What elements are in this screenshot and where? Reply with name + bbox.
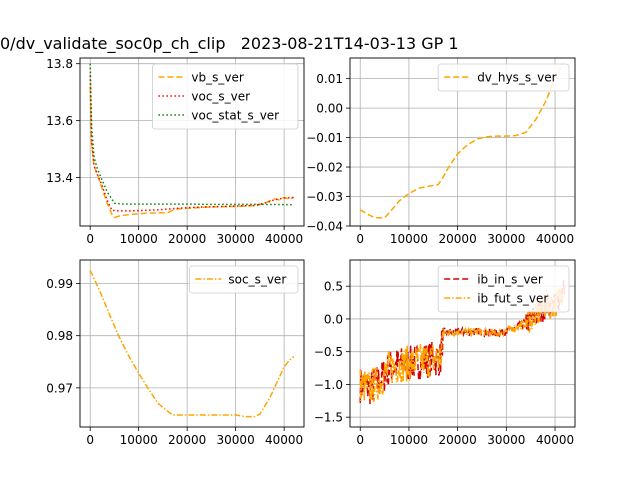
legend: dv_hys_s_ver: [437, 63, 570, 92]
series-line-ib_fut_s_ver: [359, 285, 566, 403]
y-tick-label: 0.00: [316, 102, 343, 116]
y-tick-label: −0.02: [306, 161, 343, 175]
legend-label: dv_hys_s_ver: [477, 71, 556, 85]
x-tick-label: 20000: [439, 232, 477, 246]
y-tick-label: 0.99: [46, 277, 73, 291]
plot-area: [359, 280, 566, 405]
axes-frame: [349, 57, 576, 227]
x-tick-label: 20000: [439, 433, 477, 447]
series-line-voc_stat_s_ver: [89, 63, 294, 206]
x-tick-label: 10000: [120, 433, 158, 447]
x-tick-label: 10000: [120, 232, 158, 246]
series-line-dv_hys_s_ver: [359, 63, 563, 219]
axes-frame: [79, 259, 305, 428]
legend-label: soc_s_ver: [228, 273, 286, 287]
x-tick-label: 40000: [265, 232, 303, 246]
series-line-soc_s_ver: [89, 270, 295, 418]
y-tick-label: −0.5: [314, 345, 343, 359]
legend-label: voc_stat_s_ver: [191, 109, 279, 123]
x-tick-label: 40000: [536, 232, 574, 246]
subplot-top-right: 0 10000 20000 30000 40000 −0.04 −0.03 −0.02 −0.0…: [306, 57, 576, 246]
legend: soc_s_ver: [188, 265, 299, 294]
axes-frame: [79, 57, 305, 227]
plot-area: [89, 270, 295, 418]
legend-box: [437, 265, 570, 313]
figure-title: 0/dv_validate_soc0p_ch_clip 2023-08-21T1…: [0, 34, 459, 53]
subplot-top-left: 0 10000 20000 30000 40000 13.4 13.6 13.8 vb_s_ve…: [46, 57, 305, 246]
y-tick-label: 0.98: [46, 329, 73, 343]
legend-label: voc_s_ver: [191, 90, 250, 104]
x-tick-label: 10000: [390, 232, 428, 246]
subplot-bottom-right: 0 10000 20000 30000 40000 −1.5 −1.0 −0.5 0.0 0.5 i…: [314, 259, 576, 447]
x-tick-label: 0: [356, 433, 364, 447]
x-tick-label: 0: [86, 232, 94, 246]
legend-box: [437, 63, 570, 92]
legend: ib_in_s_ver ib_fut_s_ver: [437, 265, 570, 313]
plot-area: [359, 63, 563, 219]
x-tick-label: 40000: [536, 433, 574, 447]
legend-box: [151, 63, 299, 130]
y-tick-label: 0.0: [324, 312, 343, 326]
x-tick-label: 20000: [168, 232, 206, 246]
plot-area: [89, 63, 295, 219]
y-tick-label: 0.5: [324, 280, 343, 294]
y-tick-label: −0.03: [306, 190, 343, 204]
x-tick-label: 30000: [217, 232, 255, 246]
y-tick-label: 13.8: [46, 57, 73, 71]
y-tick-label: 13.4: [46, 171, 73, 185]
legend: vb_s_ver voc_s_ver voc_stat_s_ver: [151, 63, 299, 130]
x-tick-label: 30000: [487, 232, 525, 246]
legend-box: [188, 265, 299, 294]
y-tick-label: 0.01: [316, 72, 343, 86]
x-tick-label: 0: [356, 232, 364, 246]
x-tick-label: 30000: [487, 433, 525, 447]
x-tick-label: 20000: [168, 433, 206, 447]
legend-label: ib_fut_s_ver: [477, 292, 548, 306]
x-tick-label: 0: [86, 433, 94, 447]
y-tick-label: −0.04: [306, 220, 343, 234]
y-tick-label: −1.5: [314, 411, 343, 425]
x-tick-label: 10000: [390, 433, 428, 447]
y-tick-label: −0.01: [306, 131, 343, 145]
y-tick-label: 13.6: [46, 114, 73, 128]
subplot-bottom-left: 0 10000 20000 30000 40000 0.97 0.98 0.99 soc_s_v…: [46, 259, 305, 447]
legend-label: vb_s_ver: [191, 71, 243, 85]
series-line-ib_in_s_ver: [359, 280, 566, 405]
legend-label: ib_in_s_ver: [477, 273, 543, 287]
x-tick-label: 40000: [265, 433, 303, 447]
y-tick-label: 0.97: [46, 381, 73, 395]
y-tick-label: −1.0: [314, 378, 343, 392]
axes-frame: [349, 259, 576, 428]
x-tick-label: 30000: [217, 433, 255, 447]
